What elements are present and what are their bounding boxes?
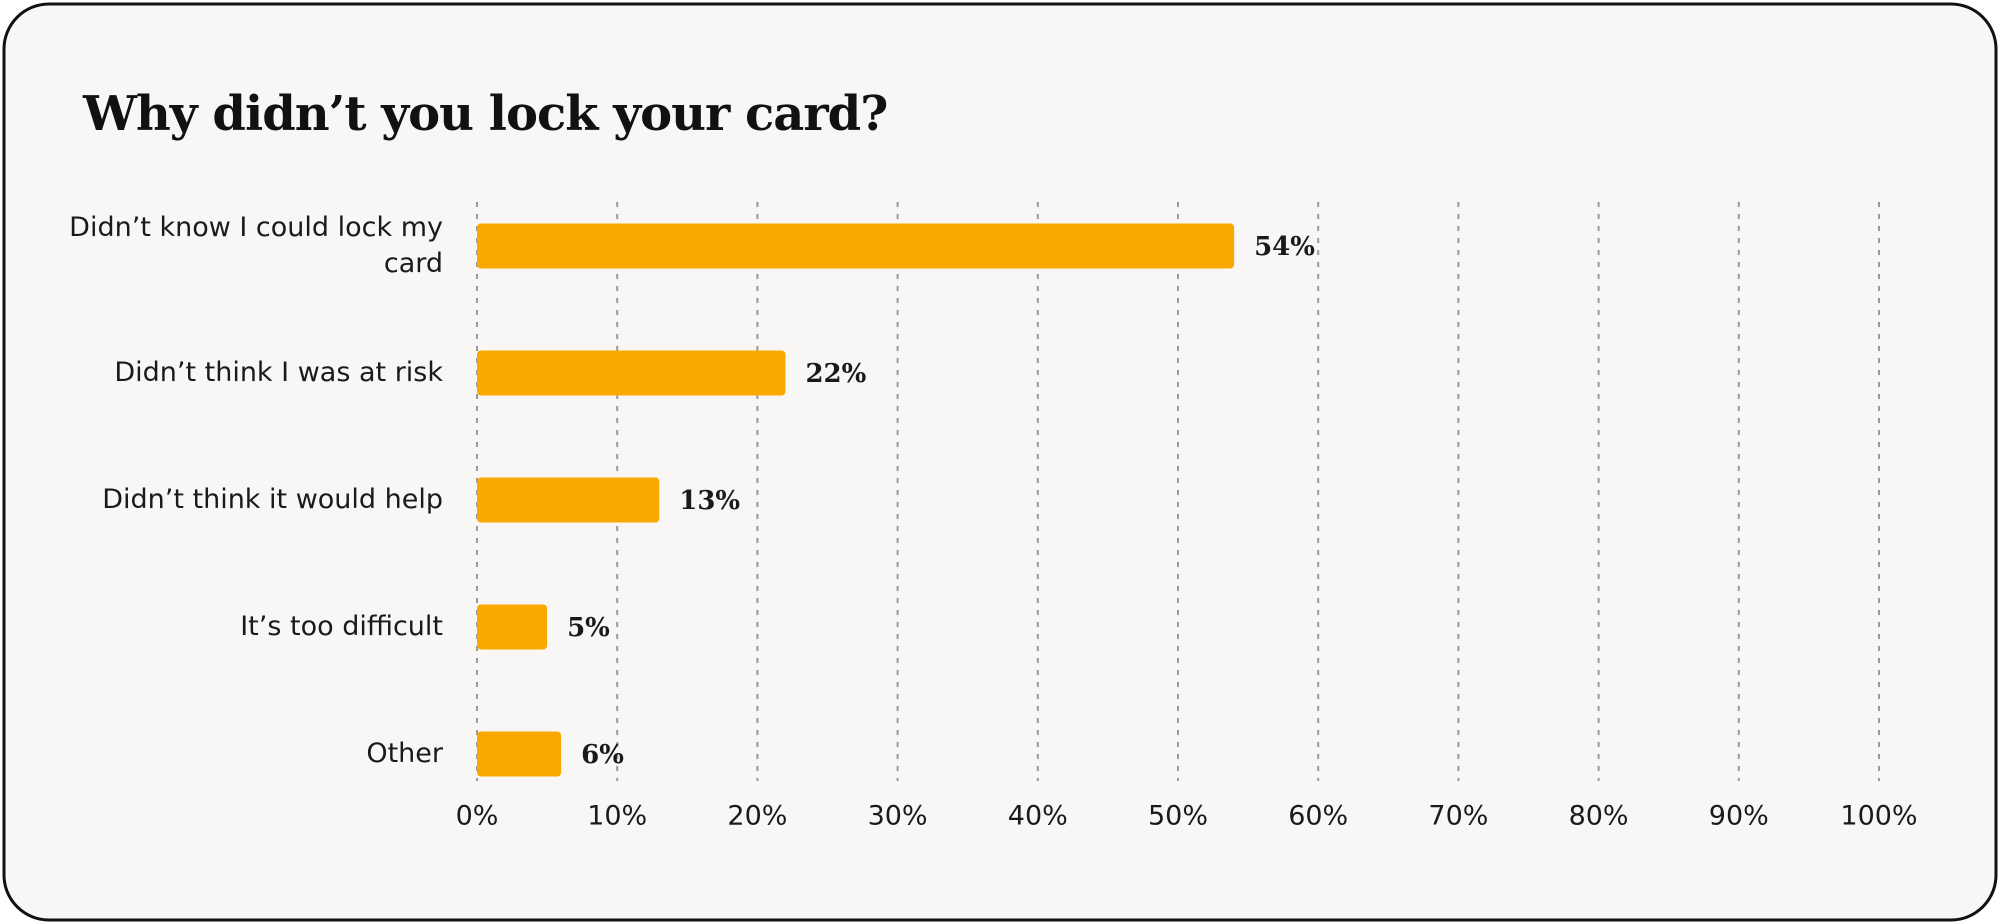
x-tick-label: 30% [868, 801, 928, 832]
x-tick-label: 40% [1008, 801, 1068, 832]
x-tick-label: 100% [1840, 801, 1917, 832]
x-tick-label: 60% [1288, 801, 1348, 832]
bar [477, 477, 660, 523]
x-tick-label: 20% [727, 801, 787, 832]
category-label: It’s too difficult [240, 611, 443, 642]
value-label: 54% [1254, 232, 1315, 262]
x-tick-label: 10% [587, 801, 647, 832]
category-label: Didn’t think it would help [102, 484, 443, 515]
value-label: 6% [581, 740, 624, 770]
bar [477, 604, 548, 650]
chart-title: Why didn’t you lock your card? [82, 86, 887, 142]
bar [477, 223, 1235, 269]
x-tick-label: 90% [1709, 801, 1769, 832]
category-label: Didn’t think I was at risk [114, 357, 443, 388]
category-label: Didn’t know I could lock my card [69, 212, 443, 279]
x-tick-label: 0% [456, 801, 499, 832]
category-label: Other [366, 738, 443, 769]
bar [477, 350, 786, 396]
x-tick-label: 50% [1148, 801, 1208, 832]
x-tick-label: 70% [1428, 801, 1488, 832]
value-label: 13% [679, 486, 740, 516]
bar [477, 731, 562, 777]
x-tick-label: 80% [1569, 801, 1629, 832]
value-label: 5% [567, 613, 610, 643]
value-label: 22% [805, 359, 866, 389]
